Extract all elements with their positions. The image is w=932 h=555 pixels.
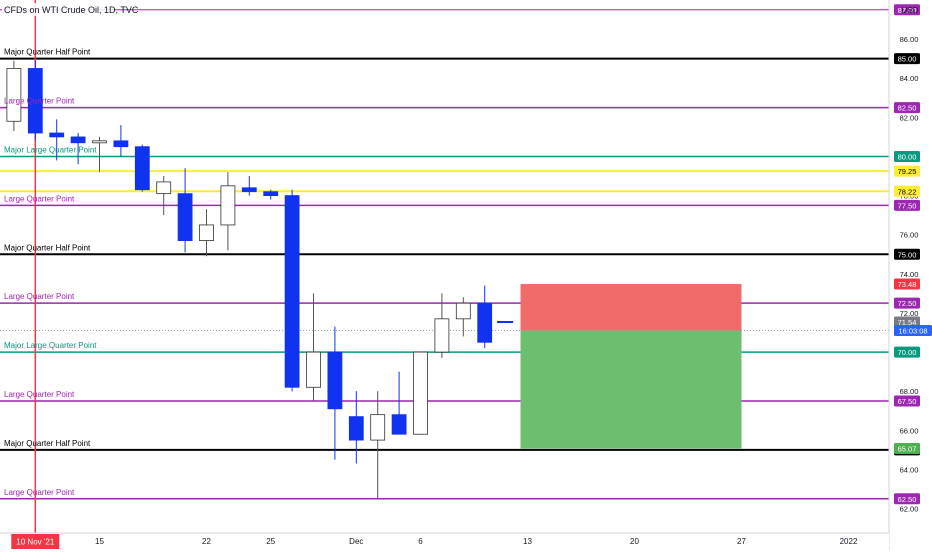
x-tick-label: 15 <box>95 537 104 546</box>
level-price-tag-label: 80.00 <box>898 152 917 161</box>
price-axis-panel[interactable] <box>889 0 932 550</box>
currency-label: USD <box>902 6 919 15</box>
level-price-tag-label: 82.50 <box>898 104 917 113</box>
candle-up[interactable] <box>434 318 450 353</box>
level-label: Large Quarter Point <box>4 488 75 497</box>
chart-title: CFDs on WTI Crude Oil, 1D, TVC <box>4 5 139 15</box>
level-price-tag[interactable] <box>894 4 920 16</box>
y-tick-label: 84.00 <box>900 74 919 83</box>
header-backdrop <box>2 3 114 16</box>
candle-up[interactable] <box>220 185 236 226</box>
candle-down[interactable] <box>49 132 65 138</box>
candle-down[interactable] <box>477 302 493 343</box>
stop-loss-zone[interactable] <box>520 284 742 331</box>
level-price-tag-label: 72.50 <box>898 299 917 308</box>
y-tick-label: 62.00 <box>900 505 919 514</box>
candle-down[interactable] <box>134 146 150 191</box>
level-label: Major Large Quarter Point <box>4 341 97 350</box>
price-tag[interactable] <box>894 325 932 337</box>
price-tag[interactable] <box>894 278 920 290</box>
y-tick-label: 76.00 <box>900 231 919 240</box>
candle-down[interactable] <box>241 187 257 193</box>
level-price-tag-label: 79.25 <box>898 167 917 176</box>
level-price-tag[interactable] <box>894 395 920 407</box>
level-label: Large Quarter Point <box>4 390 75 399</box>
y-tick-label: 82.00 <box>900 113 919 122</box>
level-price-tag-label: 67.50 <box>898 397 917 406</box>
x-tick-label: 22 <box>202 537 211 546</box>
level-price-tag-label: 85.00 <box>898 55 917 64</box>
cursor-date-label: 10 Nov '21 <box>16 538 55 547</box>
level-label: Large Quarter Point <box>4 97 75 106</box>
candle-up[interactable] <box>199 224 214 241</box>
level-label: Large Quarter Point <box>4 194 75 203</box>
x-tick-label: 27 <box>737 537 746 546</box>
price-tag-label: 65.07 <box>898 445 917 454</box>
price-tag[interactable] <box>894 316 920 328</box>
candle-down[interactable] <box>391 414 407 435</box>
level-label: Major Quarter Half Point <box>4 243 91 252</box>
y-tick-label: 64.00 <box>900 465 919 474</box>
candle-down[interactable] <box>177 193 193 241</box>
candle-down[interactable] <box>284 195 300 388</box>
level-price-tag-label: 75.00 <box>898 250 917 259</box>
level-price-tag[interactable] <box>894 297 920 309</box>
x-tick-label: 2022 <box>840 537 858 546</box>
y-tick-label: 66.00 <box>900 426 919 435</box>
candle-down[interactable] <box>348 416 364 441</box>
candle-down[interactable] <box>113 140 129 148</box>
level-label: Major Large Quarter Point <box>4 145 97 154</box>
candle-up[interactable] <box>306 351 321 388</box>
level-price-tag[interactable] <box>894 248 920 260</box>
level-price-tag-label: 78.22 <box>898 187 917 196</box>
take-profit-zone[interactable] <box>520 330 742 449</box>
price-tag-label: 73.48 <box>898 280 917 289</box>
level-price-tag[interactable] <box>894 150 920 162</box>
level-price-tag[interactable] <box>894 185 920 197</box>
x-tick-label: 25 <box>266 537 275 546</box>
candle-up[interactable] <box>156 181 172 195</box>
level-price-tag-label: 87.50 <box>898 6 917 15</box>
price-tag[interactable] <box>894 443 920 455</box>
candle-down[interactable] <box>70 136 86 144</box>
candle-up[interactable] <box>413 351 428 435</box>
level-label: Large Quarter Point <box>4 292 75 301</box>
level-price-tag-label: 62.50 <box>898 495 917 504</box>
level-label: Major Quarter Half Point <box>4 48 91 57</box>
price-tag-label: 71.54 <box>898 318 917 327</box>
y-tick-label: 74.00 <box>900 270 919 279</box>
cursor-date-tag[interactable] <box>11 534 60 549</box>
level-price-tag[interactable] <box>894 102 920 114</box>
level-label: Major Quarter Half Point <box>4 439 91 448</box>
level-price-tag[interactable] <box>894 53 920 65</box>
x-tick-label: 6 <box>418 537 423 546</box>
candle-up[interactable] <box>370 414 386 441</box>
candle-up[interactable] <box>92 140 107 144</box>
candle-down[interactable] <box>263 191 279 196</box>
candle-down[interactable] <box>27 68 43 134</box>
time-axis-panel[interactable] <box>0 533 889 550</box>
level-price-tag-label: 70.00 <box>898 348 917 357</box>
level-price-tag[interactable] <box>894 346 920 358</box>
x-tick-label: 13 <box>523 537 532 546</box>
level-price-tag[interactable] <box>894 493 920 505</box>
y-tick-label: 72.00 <box>900 309 919 318</box>
level-price-tag[interactable] <box>894 165 920 177</box>
x-tick-label: 20 <box>630 537 639 546</box>
level-price-tag-label: 77.50 <box>898 201 917 210</box>
candle-up[interactable] <box>455 302 471 320</box>
candle-up[interactable] <box>6 68 22 122</box>
level-price-tag[interactable] <box>894 199 920 211</box>
price-tag-label: 16:03:08 <box>898 327 927 336</box>
x-tick-label: Dec <box>349 537 363 546</box>
y-tick-label: 86.00 <box>900 35 919 44</box>
candle-down[interactable] <box>327 351 343 410</box>
y-tick-label: 68.00 <box>900 387 919 396</box>
